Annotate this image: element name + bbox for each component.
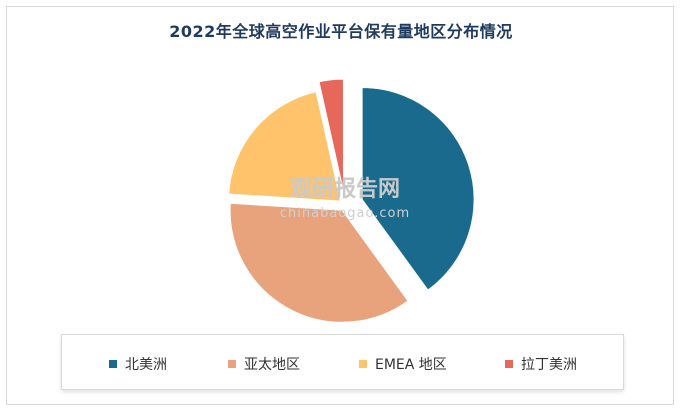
- legend-item-north-america: 北美洲: [109, 354, 167, 374]
- legend-label: EMEA 地区: [375, 357, 447, 373]
- legend-item-emea: EMEA 地区: [359, 354, 447, 374]
- pie-slice-emea: [228, 91, 342, 202]
- legend-label: 北美洲: [125, 357, 167, 373]
- watermark-sub: chinabaogao.com: [279, 206, 411, 221]
- legend-swatch: [228, 360, 236, 368]
- legend-swatch: [505, 360, 513, 368]
- pie-slice-latin-america: [318, 78, 344, 192]
- legend-item-latin-america: 拉丁美洲: [505, 354, 577, 374]
- legend: 北美洲 亚太地区 EMEA 地区 拉丁美洲: [61, 334, 624, 390]
- pie-slice-asia-pacific: [229, 202, 409, 323]
- watermark-main: 观研报告网: [289, 177, 400, 202]
- legend-item-asia-pacific: 亚太地区: [228, 354, 300, 374]
- chart-title: 2022年全球高空作业平台保有量地区分布情况: [169, 22, 513, 41]
- legend-label: 拉丁美洲: [521, 357, 577, 373]
- legend-swatch: [109, 360, 117, 368]
- legend-label: 亚太地区: [244, 357, 300, 373]
- pie-slice-north-america: [361, 86, 475, 291]
- legend-swatch: [359, 360, 367, 368]
- watermark: 观研报告网 chinabaogao.com: [255, 178, 435, 226]
